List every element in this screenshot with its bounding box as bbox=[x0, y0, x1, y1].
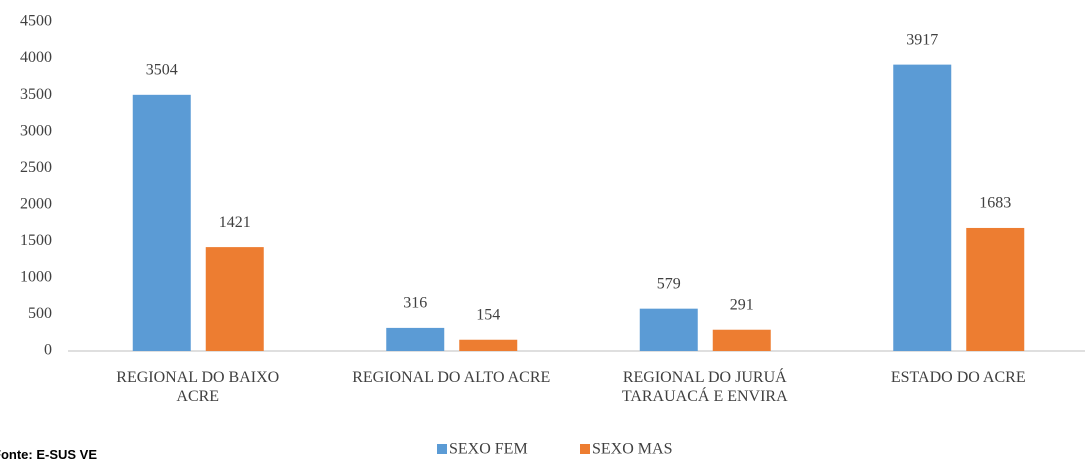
y-tick-label: 3000 bbox=[20, 122, 52, 139]
y-tick-label: 500 bbox=[28, 305, 52, 322]
y-tick-label: 1500 bbox=[20, 232, 52, 249]
y-tick-label: 0 bbox=[44, 342, 52, 359]
y-tick-label: 3500 bbox=[20, 86, 52, 103]
legend-swatch bbox=[437, 444, 447, 454]
data-label: 291 bbox=[730, 296, 754, 313]
source-note: Fonte: E-SUS VE bbox=[0, 447, 98, 462]
bar bbox=[132, 94, 191, 351]
data-label: 154 bbox=[476, 306, 500, 323]
bar bbox=[459, 339, 518, 351]
bar bbox=[386, 327, 445, 351]
y-tick-label: 2000 bbox=[20, 195, 52, 212]
legend-label: SEXO MAS bbox=[592, 441, 672, 458]
legend-swatch bbox=[580, 444, 590, 454]
data-label: 316 bbox=[403, 295, 427, 312]
x-tick-label: REGIONAL DO ALTO ACRE bbox=[352, 369, 551, 386]
y-tick-label: 4000 bbox=[20, 49, 52, 66]
y-tick-label: 1000 bbox=[20, 269, 52, 286]
data-label: 579 bbox=[657, 275, 681, 292]
data-label: 3917 bbox=[906, 31, 938, 48]
bar bbox=[205, 247, 264, 351]
bar bbox=[893, 64, 952, 351]
bar bbox=[966, 227, 1025, 351]
legend-label: SEXO FEM bbox=[449, 441, 528, 458]
data-label: 1421 bbox=[219, 214, 251, 231]
y-tick-label: 4500 bbox=[20, 13, 52, 30]
bar bbox=[639, 308, 698, 351]
x-tick-label: ESTADO DO ACRE bbox=[890, 369, 1026, 386]
bar bbox=[712, 329, 771, 351]
x-tick-label: REGIONAL DO BAIXO ACRE bbox=[116, 369, 280, 405]
data-label: 1683 bbox=[979, 195, 1011, 212]
x-tick-label: REGIONAL DO JURUÁ TARAUACÁ E ENVIRA bbox=[621, 369, 788, 405]
y-tick-label: 2500 bbox=[20, 159, 52, 176]
data-label: 3504 bbox=[146, 61, 178, 78]
